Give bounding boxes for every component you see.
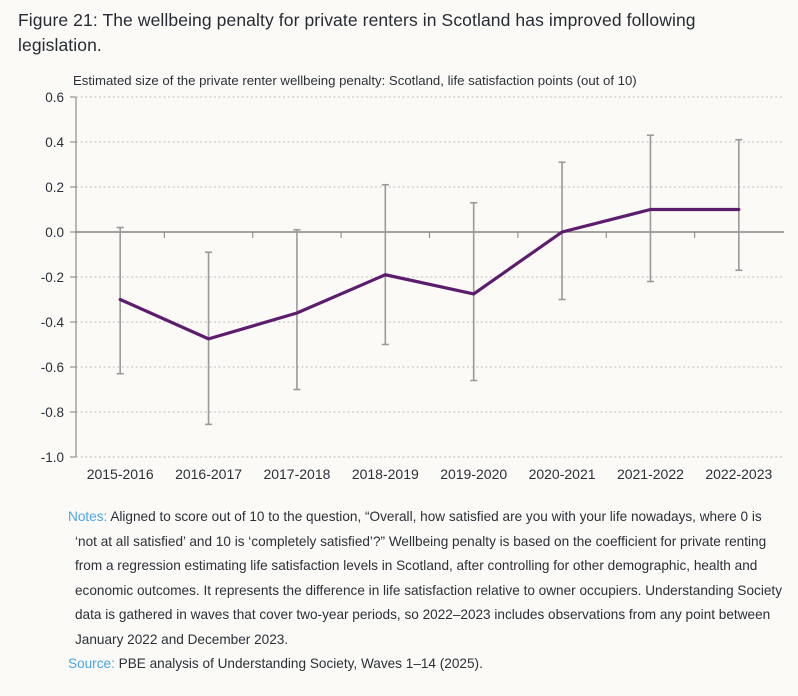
gridlines (76, 96, 784, 458)
chart-container: Estimated size of the private renter wel… (18, 70, 786, 495)
y-tick-label: -0.2 (41, 270, 64, 285)
notes-text: Aligned to score out of 10 to the questi… (75, 509, 782, 647)
source-label: Source: (68, 656, 115, 671)
error-bars (116, 134, 743, 426)
chart-subtitle: Estimated size of the private renter wel… (73, 73, 637, 88)
source-paragraph: Source: PBE analysis of Understanding So… (68, 652, 784, 677)
y-axis (70, 96, 77, 458)
notes-paragraph: Notes: Aligned to score out of 10 to the… (68, 505, 784, 652)
plot-area: 0.6 0.4 0.2 0.0 -0.2 -0.4 -0.6 -0.8 -1.0 2015-20… (18, 70, 786, 495)
y-tick-label: -0.4 (41, 315, 65, 330)
line-chart-svg: 0.6 0.4 0.2 0.0 -0.2 -0.4 -0.6 -0.8 -1.0 2015-20… (41, 90, 784, 482)
y-tick-label: 0.4 (45, 135, 64, 150)
x-tick-label: 2021-2022 (617, 466, 684, 482)
x-tick-label: 2020-2021 (529, 466, 596, 482)
figure-title: Figure 21: The wellbeing penalty for pri… (18, 10, 696, 55)
y-tick-label: -0.8 (41, 405, 64, 420)
x-tick-label: 2015-2016 (87, 466, 154, 482)
x-tick-label: 2017-2018 (263, 466, 330, 482)
x-tick-label: 2019-2020 (440, 466, 507, 482)
x-tick-labels: 2015-2016 2016-2017 2017-2018 2018-2019 2019… (87, 466, 773, 482)
data-line (118, 207, 741, 341)
y-tick-label: -0.6 (41, 360, 64, 375)
footnotes: Notes: Aligned to score out of 10 to the… (68, 505, 784, 677)
y-tick-label: 0.6 (45, 90, 64, 105)
x-tick-label: 2022-2023 (705, 466, 772, 482)
y-tick-label: -1.0 (41, 450, 64, 465)
y-tick-label: 0.2 (45, 180, 64, 195)
notes-label: Notes: (68, 509, 108, 524)
source-text: PBE analysis of Understanding Society, W… (118, 656, 483, 671)
x-tick-label: 2018-2019 (352, 466, 419, 482)
y-tick-label: 0.0 (45, 225, 64, 240)
x-axis (76, 232, 784, 458)
series-line (118, 207, 741, 341)
y-tick-labels: 0.6 0.4 0.2 0.0 -0.2 -0.4 -0.6 -0.8 -1.0 (41, 90, 65, 465)
x-tick-label: 2016-2017 (175, 466, 242, 482)
